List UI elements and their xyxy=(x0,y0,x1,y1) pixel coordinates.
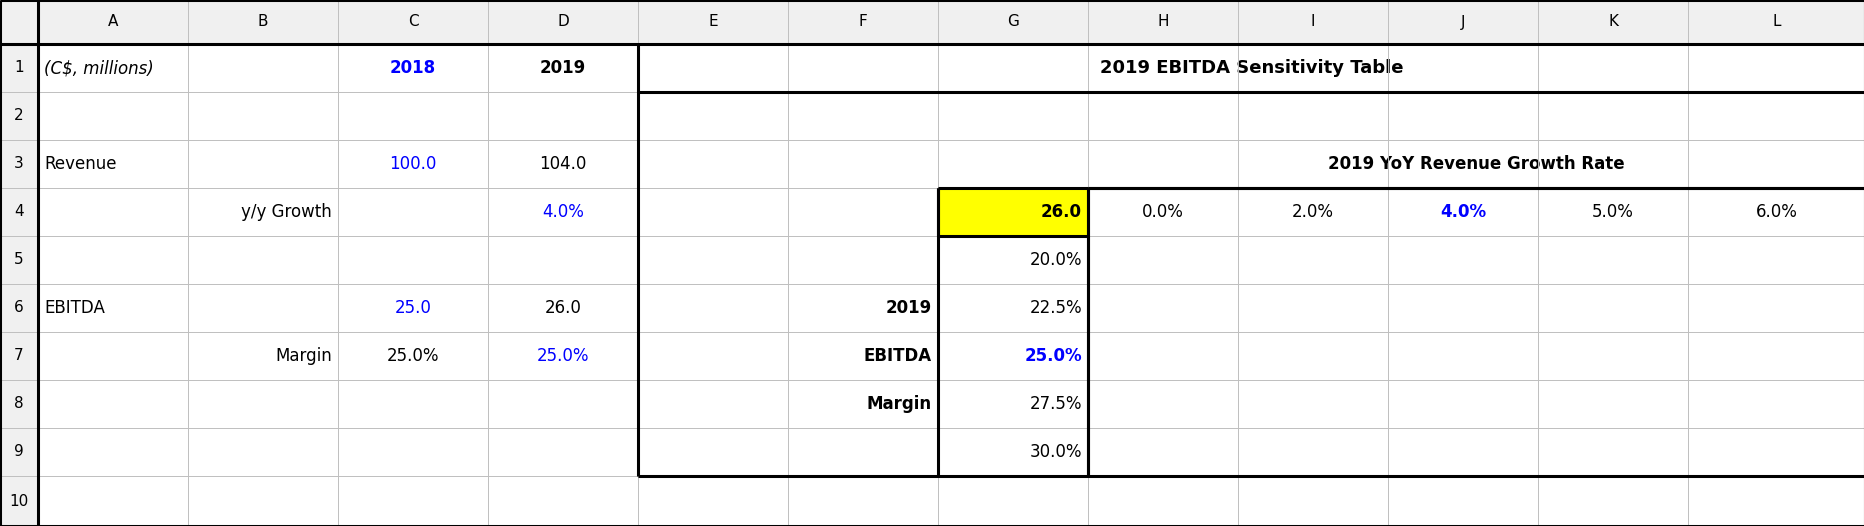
Text: 10: 10 xyxy=(9,493,28,509)
Text: 6: 6 xyxy=(15,300,24,316)
Text: A: A xyxy=(108,15,117,29)
Text: 3: 3 xyxy=(15,157,24,171)
Text: 6.0%: 6.0% xyxy=(1754,203,1797,221)
Text: J: J xyxy=(1460,15,1465,29)
Text: 22.5%: 22.5% xyxy=(1029,299,1081,317)
Text: 26.0: 26.0 xyxy=(1040,203,1081,221)
Text: y/y Growth: y/y Growth xyxy=(240,203,332,221)
Text: 4.0%: 4.0% xyxy=(542,203,583,221)
Text: EBITDA: EBITDA xyxy=(45,299,104,317)
Text: G: G xyxy=(1007,15,1018,29)
Text: C: C xyxy=(408,15,418,29)
Text: 5: 5 xyxy=(15,252,24,268)
Text: 2019 EBITDA Sensitivity Table: 2019 EBITDA Sensitivity Table xyxy=(1100,59,1402,77)
Text: F: F xyxy=(857,15,867,29)
Text: 7: 7 xyxy=(15,349,24,363)
Text: Margin: Margin xyxy=(276,347,332,365)
Text: 1: 1 xyxy=(15,60,24,76)
Text: Margin: Margin xyxy=(867,395,932,413)
Text: 104.0: 104.0 xyxy=(539,155,587,173)
Text: 2.0%: 2.0% xyxy=(1292,203,1333,221)
Text: 9: 9 xyxy=(15,444,24,460)
Text: 4: 4 xyxy=(15,205,24,219)
Text: B: B xyxy=(257,15,268,29)
Text: I: I xyxy=(1310,15,1314,29)
Bar xyxy=(0,0,1864,44)
Bar xyxy=(0,0,37,526)
Text: 25.0: 25.0 xyxy=(395,299,431,317)
Text: 27.5%: 27.5% xyxy=(1029,395,1081,413)
Text: 4.0%: 4.0% xyxy=(1439,203,1486,221)
Text: H: H xyxy=(1158,15,1169,29)
Bar xyxy=(938,188,1087,236)
Text: 25.0%: 25.0% xyxy=(386,347,440,365)
Text: 2019: 2019 xyxy=(885,299,932,317)
Text: 26.0: 26.0 xyxy=(544,299,582,317)
Text: 8: 8 xyxy=(15,397,24,411)
Text: 2019 YoY Revenue Growth Rate: 2019 YoY Revenue Growth Rate xyxy=(1327,155,1624,173)
Text: L: L xyxy=(1771,15,1780,29)
Text: 2018: 2018 xyxy=(390,59,436,77)
Text: 0.0%: 0.0% xyxy=(1141,203,1184,221)
Text: 100.0: 100.0 xyxy=(390,155,436,173)
Text: 5.0%: 5.0% xyxy=(1592,203,1633,221)
Text: K: K xyxy=(1607,15,1618,29)
Text: 2: 2 xyxy=(15,108,24,124)
Text: (C$, millions): (C$, millions) xyxy=(45,59,153,77)
Text: E: E xyxy=(708,15,718,29)
Text: 2019: 2019 xyxy=(539,59,585,77)
Text: 20.0%: 20.0% xyxy=(1029,251,1081,269)
Text: 30.0%: 30.0% xyxy=(1029,443,1081,461)
Text: 25.0%: 25.0% xyxy=(1023,347,1081,365)
Text: Revenue: Revenue xyxy=(45,155,116,173)
Text: EBITDA: EBITDA xyxy=(863,347,932,365)
Text: 25.0%: 25.0% xyxy=(537,347,589,365)
Text: D: D xyxy=(557,15,569,29)
